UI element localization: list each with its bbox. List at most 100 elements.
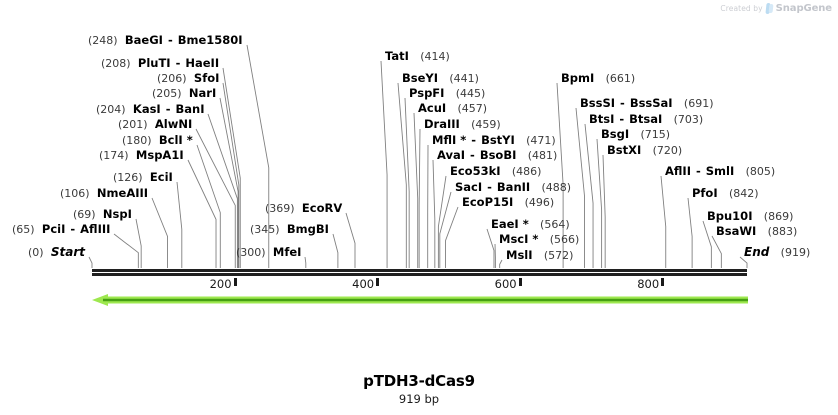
- enzyme-name: HaeII: [185, 56, 220, 70]
- restriction-site-label[interactable]: End (919): [744, 246, 810, 259]
- enzyme-name: PspFI: [409, 86, 445, 100]
- watermark-brand-label: SnapGene: [775, 3, 832, 14]
- restriction-site-label[interactable]: (204) KasI - BanI: [96, 103, 204, 116]
- leader-line: [486, 228, 495, 268]
- sequence-terminus-label: Start: [50, 245, 86, 259]
- ruler-tick-600: [518, 278, 522, 286]
- star-modifier-icon: *: [182, 133, 193, 147]
- restriction-site-label[interactable]: (205) NarI: [152, 87, 216, 100]
- restriction-site-label[interactable]: (126) EciI: [113, 171, 173, 184]
- restriction-site-label[interactable]: (69) NspI: [73, 208, 132, 221]
- restriction-site-label[interactable]: (300) MfeI: [236, 246, 301, 259]
- restriction-site-label[interactable]: AcuI (457): [418, 102, 487, 115]
- enzyme-name: EaeI: [491, 217, 519, 231]
- leader-line: [304, 256, 307, 268]
- restriction-site-label[interactable]: DraIII (459): [424, 118, 501, 131]
- restriction-site-label[interactable]: (180) BclI *: [122, 134, 193, 147]
- leader-line: [432, 159, 436, 268]
- restriction-site-label[interactable]: EaeI * (564): [491, 218, 570, 231]
- site-position: (205): [152, 87, 182, 100]
- enzyme-name: BtsaI: [629, 112, 663, 126]
- enzyme-name: BssSI: [580, 96, 616, 110]
- restriction-site-label[interactable]: (345) BmgBI: [250, 223, 329, 236]
- restriction-site-label[interactable]: AflII - SmlI (805): [665, 165, 775, 178]
- restriction-site-label[interactable]: (248) BaeGI - Bme1580I: [88, 34, 243, 47]
- restriction-site-label[interactable]: PfoI (842): [692, 187, 759, 200]
- restriction-site-label[interactable]: (208) PluTI - HaeII: [101, 57, 219, 70]
- restriction-site-label[interactable]: BseYI (441): [402, 72, 479, 85]
- site-position: (248): [88, 34, 118, 47]
- restriction-site-label[interactable]: MflI * - BstYI (471): [432, 134, 556, 147]
- site-position: (566): [549, 233, 580, 246]
- restriction-site-label[interactable]: SacI - BanII (488): [455, 181, 571, 194]
- restriction-site-label[interactable]: BtsI - BtsaI (703): [589, 113, 703, 126]
- enzyme-name: BtsI: [589, 112, 615, 126]
- restriction-site-label[interactable]: PspFI (445): [409, 87, 485, 100]
- restriction-site-label[interactable]: (369) EcoRV: [265, 202, 342, 215]
- leader-line: [380, 60, 388, 268]
- enzyme-name: BstXI: [607, 143, 642, 157]
- restriction-site-label[interactable]: AvaI - BsoBI (481): [437, 149, 557, 162]
- leader-line: [332, 233, 339, 268]
- restriction-site-label[interactable]: BstXI (720): [607, 144, 682, 157]
- enzyme-name: MspA1I: [135, 148, 184, 162]
- site-name-separator: -: [483, 180, 496, 194]
- enzyme-name: EcoRV: [301, 201, 343, 215]
- enzyme-name: BsaWI: [716, 224, 757, 238]
- enzyme-name: NspI: [102, 207, 132, 221]
- site-name-separator: -: [161, 102, 175, 116]
- restriction-site-label[interactable]: BpmI (661): [561, 72, 635, 85]
- restriction-site-label[interactable]: TatI (414): [385, 50, 450, 63]
- leader-line: [222, 67, 241, 268]
- restriction-site-label[interactable]: (201) AlwNI: [118, 118, 192, 131]
- enzyme-name: BstYI: [481, 133, 515, 147]
- site-position: (919): [780, 246, 811, 259]
- site-position: (441): [449, 72, 479, 85]
- leader-line: [207, 113, 238, 268]
- restriction-site-label[interactable]: Bpu10I (869): [707, 210, 793, 223]
- ruler-label-600: 600: [494, 277, 517, 291]
- ruler-tick-400: [376, 278, 380, 286]
- enzyme-name: NmeAIII: [96, 186, 149, 200]
- restriction-site-label[interactable]: BssSI - BssSaI (691): [580, 97, 714, 110]
- site-position: (869): [763, 210, 794, 223]
- site-name-separator: -: [66, 222, 80, 236]
- leader-line: [113, 233, 139, 268]
- site-position: (414): [420, 50, 450, 63]
- restriction-site-label[interactable]: Eco53kI (486): [450, 165, 541, 178]
- watermark-created-by-label: Created by: [720, 4, 763, 13]
- restriction-site-label[interactable]: MslI (572): [506, 249, 573, 262]
- leader-line: [437, 175, 447, 268]
- restriction-site-label[interactable]: (174) MspA1I: [99, 149, 184, 162]
- enzyme-name: Bpu10I: [707, 209, 753, 223]
- site-position: (106): [60, 187, 90, 200]
- leader-line: [222, 82, 240, 268]
- enzyme-name: KasI: [132, 102, 161, 116]
- restriction-site-label[interactable]: (206) SfoI: [157, 72, 219, 85]
- site-position: (661): [605, 72, 636, 85]
- leader-line: [711, 235, 722, 268]
- restriction-site-label[interactable]: (65) PciI - AflIII: [12, 223, 110, 236]
- restriction-site-label[interactable]: BsaWI (883): [716, 225, 797, 238]
- leader-line: [596, 138, 603, 268]
- restriction-site-label[interactable]: EcoP15I (496): [462, 196, 554, 209]
- site-position: (691): [683, 97, 714, 110]
- restriction-site-label[interactable]: MscI * (566): [499, 233, 579, 246]
- site-position: (564): [540, 218, 570, 231]
- restriction-site-label[interactable]: (0) Start: [28, 246, 85, 259]
- site-name-separator: -: [466, 148, 479, 162]
- site-position: (69): [73, 208, 96, 221]
- feature-arrow-promoter[interactable]: [92, 294, 748, 306]
- site-position: (126): [113, 171, 143, 184]
- enzyme-name: BmgBI: [286, 222, 329, 236]
- enzyme-name: AflII: [665, 164, 691, 178]
- ruler-label-800: 800: [637, 277, 660, 291]
- restriction-site-label[interactable]: BsgI (715): [601, 128, 670, 141]
- enzyme-name: BpmI: [561, 71, 595, 85]
- leader-line: [445, 206, 459, 268]
- restriction-site-label[interactable]: (106) NmeAIII: [60, 187, 148, 200]
- enzyme-name: Eco53kI: [450, 164, 501, 178]
- enzyme-name: NarI: [188, 86, 217, 100]
- site-position: (883): [767, 225, 798, 238]
- star-modifier-icon: *: [456, 133, 467, 147]
